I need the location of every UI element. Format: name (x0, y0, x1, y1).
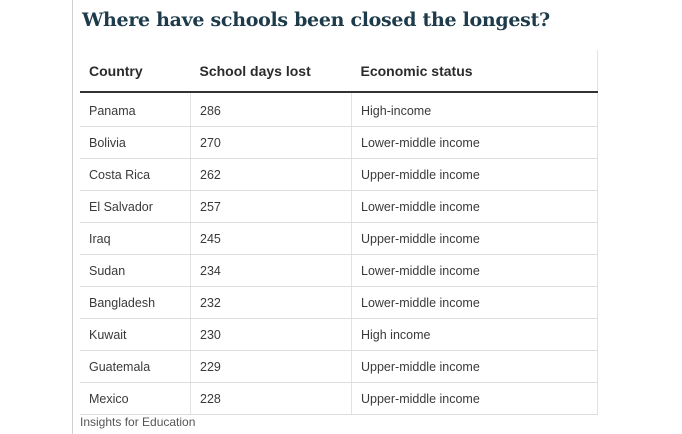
country-cell: Bolivia (80, 126, 191, 159)
column-header-school-days-lost: School days lost (190, 50, 352, 93)
school-days-lost-cell: 286 (190, 92, 352, 127)
country-cell: Mexico (80, 382, 191, 415)
table-row: Bangladesh 232 Lower-middle income (80, 286, 598, 319)
country-cell: Kuwait (80, 318, 191, 351)
data-table: Country School days lost Economic status… (80, 50, 598, 415)
chart-title: Where have schools been closed the longe… (82, 9, 550, 31)
country-cell: El Salvador (80, 190, 191, 223)
table-row: Guatemala 229 Upper-middle income (80, 350, 598, 383)
school-days-lost-cell: 245 (190, 222, 352, 255)
table-header-row: Country School days lost Economic status (80, 50, 598, 93)
column-header-country: Country (80, 50, 191, 93)
country-cell: Costa Rica (80, 158, 191, 191)
economic-status-cell: Upper-middle income (351, 158, 598, 191)
economic-status-cell: Lower-middle income (351, 286, 598, 319)
table-row: Kuwait 230 High income (80, 318, 598, 351)
country-cell: Sudan (80, 254, 191, 287)
table-row: Sudan 234 Lower-middle income (80, 254, 598, 287)
school-days-lost-cell: 228 (190, 382, 352, 415)
table-row: Costa Rica 262 Upper-middle income (80, 158, 598, 191)
country-cell: Panama (80, 92, 191, 127)
school-days-lost-cell: 234 (190, 254, 352, 287)
table-row: El Salvador 257 Lower-middle income (80, 190, 598, 223)
school-days-lost-cell: 232 (190, 286, 352, 319)
country-cell: Iraq (80, 222, 191, 255)
economic-status-cell: Upper-middle income (351, 350, 598, 383)
country-cell: Bangladesh (80, 286, 191, 319)
economic-status-cell: Upper-middle income (351, 382, 598, 415)
table-row: Iraq 245 Upper-middle income (80, 222, 598, 255)
table-row: Bolivia 270 Lower-middle income (80, 126, 598, 159)
table-body: Panama 286 High-income Bolivia 270 Lower-midd… (80, 92, 598, 415)
country-cell: Guatemala (80, 350, 191, 383)
economic-status-cell: Upper-middle income (351, 222, 598, 255)
school-days-lost-cell: 270 (190, 126, 352, 159)
chart-frame (72, 0, 598, 434)
column-header-economic-status: Economic status (351, 50, 598, 93)
table-row: Mexico 228 Upper-middle income (80, 382, 598, 415)
economic-status-cell: Lower-middle income (351, 254, 598, 287)
source-note: Insights for Education (80, 415, 196, 429)
economic-status-cell: Lower-middle income (351, 190, 598, 223)
school-days-lost-cell: 262 (190, 158, 352, 191)
school-days-lost-cell: 229 (190, 350, 352, 383)
table-row: Panama 286 High-income (80, 92, 598, 127)
school-days-lost-cell: 257 (190, 190, 352, 223)
economic-status-cell: High-income (351, 92, 598, 127)
economic-status-cell: Lower-middle income (351, 126, 598, 159)
economic-status-cell: High income (351, 318, 598, 351)
school-days-lost-cell: 230 (190, 318, 352, 351)
